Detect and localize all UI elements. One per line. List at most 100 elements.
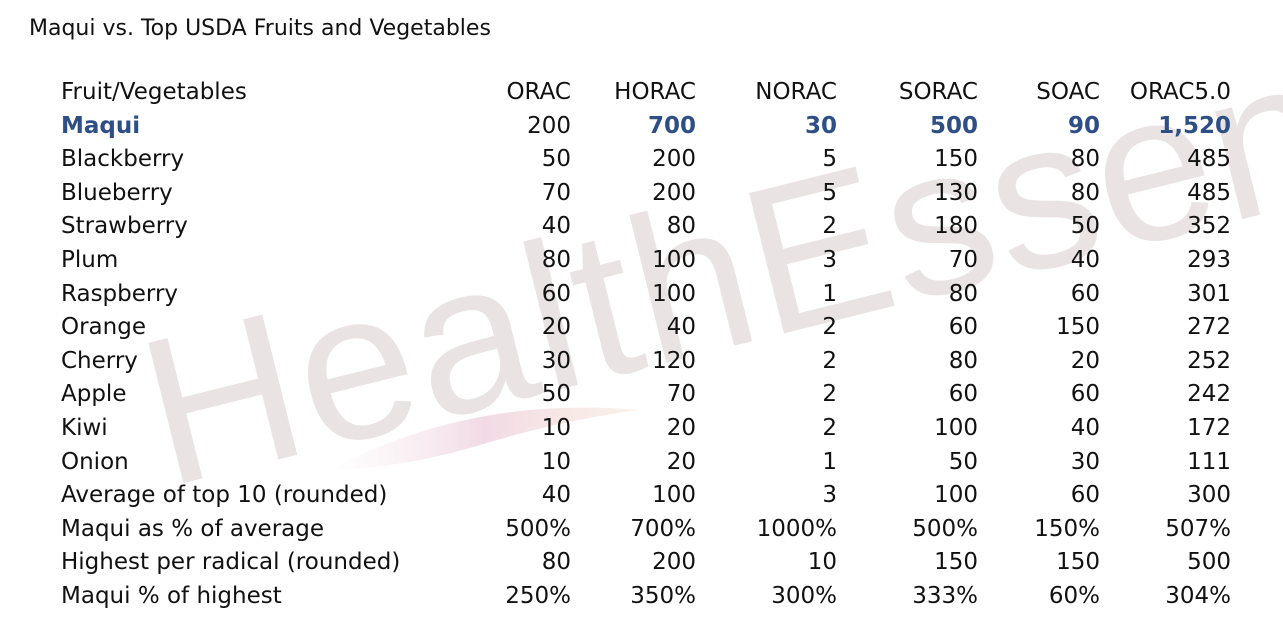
table-cell: 172 <box>1187 414 1231 441</box>
table-cell: 40 <box>1070 246 1100 273</box>
table-cell: 150 <box>934 146 978 173</box>
table-cell: 700% <box>630 515 696 542</box>
table-cell: 5 <box>822 179 837 206</box>
table-cell: 60 <box>948 314 978 341</box>
table-cell: 80 <box>948 347 978 374</box>
table-cell: 507% <box>1165 515 1231 542</box>
table-cell: 485 <box>1187 179 1231 206</box>
table-cell: 150% <box>1034 515 1100 542</box>
table-cell: 50 <box>1070 213 1100 240</box>
table-cell: 80 <box>948 280 978 307</box>
table-cell: 2 <box>822 414 837 441</box>
table-cell: 200 <box>652 179 696 206</box>
table-cell: 80 <box>666 213 696 240</box>
row-label: Cherry <box>61 347 138 374</box>
table-cell: 50 <box>541 146 571 173</box>
table-cell: 40 <box>666 314 696 341</box>
table-cell: 20 <box>1070 347 1100 374</box>
table-cell: 293 <box>1187 246 1231 273</box>
row-label: Onion <box>61 448 129 475</box>
table-cell: 60 <box>541 280 571 307</box>
table-row: Orange 20 40 2 60 150 272 <box>55 311 1231 345</box>
column-header: SOAC <box>1036 79 1100 105</box>
table-body: Fruit/Vegetables ORAC HORAC NORAC SORAC SOAC O… <box>55 76 1231 614</box>
table-cell: 60% <box>1048 582 1100 609</box>
table-cell: 485 <box>1187 146 1231 173</box>
table-cell: 100 <box>652 246 696 273</box>
table-cell: 150 <box>934 549 978 576</box>
row-label: Apple <box>61 381 127 408</box>
table-cell: 80 <box>541 549 571 576</box>
table-row: Highest per radical (rounded) 80 200 10 150 1… <box>55 546 1231 580</box>
table-header-row: Fruit/Vegetables ORAC HORAC NORAC SORAC SOAC O… <box>55 76 1231 110</box>
table-cell: 20 <box>666 414 696 441</box>
table-cell: 100 <box>934 414 978 441</box>
table-cell: 350% <box>630 582 696 609</box>
row-label: Plum <box>61 246 119 273</box>
table-row: Onion 10 20 1 50 30 111 <box>55 446 1231 480</box>
table-row: Raspberry 60 100 1 80 60 301 <box>55 278 1231 312</box>
table-cell: 5 <box>822 146 837 173</box>
table-cell: 120 <box>652 347 696 374</box>
row-label: Kiwi <box>61 414 108 441</box>
table-cell: 20 <box>541 314 571 341</box>
table-cell: 2 <box>822 314 837 341</box>
table-cell: 60 <box>1070 280 1100 307</box>
table-cell: 60 <box>1070 381 1100 408</box>
table-row: Blueberry 70 200 5 130 80 485 <box>55 177 1231 211</box>
column-header: Fruit/Vegetables <box>61 79 247 105</box>
table-cell: 30 <box>541 347 571 374</box>
table-cell: 180 <box>934 213 978 240</box>
table-cell: 352 <box>1187 213 1231 240</box>
table-cell: 40 <box>541 482 571 509</box>
column-header: SORAC <box>898 79 978 105</box>
table-cell: 301 <box>1187 280 1231 307</box>
table-row: Apple 50 70 2 60 60 242 <box>55 378 1231 412</box>
table-cell: 70 <box>541 179 571 206</box>
table-cell: 100 <box>652 482 696 509</box>
table-cell: 10 <box>541 414 571 441</box>
row-label: Maqui as % of average <box>61 515 325 542</box>
table-cell: 60 <box>948 381 978 408</box>
table-cell: 300% <box>771 582 837 609</box>
table-cell: 130 <box>934 179 978 206</box>
table-cell: 252 <box>1187 347 1231 374</box>
orac-comparison-table: Fruit/Vegetables ORAC HORAC NORAC SORAC SOAC O… <box>55 76 1231 614</box>
column-header: NORAC <box>755 79 837 105</box>
page-title: Maqui vs. Top USDA Fruits and Vegetables <box>29 16 491 41</box>
table-cell: 2 <box>822 347 837 374</box>
table-cell: 1 <box>822 280 837 307</box>
table-row: Maqui % of highest 250% 350% 300% 333% 60% 304… <box>55 580 1231 614</box>
table-cell: 304% <box>1165 582 1231 609</box>
row-label: Blackberry <box>61 146 185 173</box>
table-cell: 30 <box>1070 448 1100 475</box>
row-label: Strawberry <box>61 213 188 240</box>
table-cell: 50 <box>541 381 571 408</box>
table-cell: 10 <box>807 549 837 576</box>
table-cell: 333% <box>912 582 978 609</box>
table-cell: 250% <box>505 582 571 609</box>
table-cell: 70 <box>666 381 696 408</box>
table-row: Blackberry 50 200 5 150 80 485 <box>55 143 1231 177</box>
table-cell: 111 <box>1187 448 1231 475</box>
column-header: ORAC5.0 <box>1129 79 1231 105</box>
table-cell: 272 <box>1187 314 1231 341</box>
table-cell: 500% <box>505 515 571 542</box>
row-label: Raspberry <box>61 280 179 307</box>
table-cell: 3 <box>822 246 837 273</box>
table-cell: 80 <box>1070 146 1100 173</box>
table-cell: 700 <box>647 112 696 139</box>
table-cell: 90 <box>1067 112 1100 139</box>
table-cell: 1000% <box>756 515 837 542</box>
table-cell: 100 <box>934 482 978 509</box>
row-label: Maqui % of highest <box>61 582 282 609</box>
table-cell: 2 <box>822 213 837 240</box>
table-row: Maqui 200 700 30 500 90 1,520 <box>55 110 1231 144</box>
column-header: ORAC <box>506 79 571 105</box>
table-row: Plum 80 100 3 70 40 293 <box>55 244 1231 278</box>
row-label: Orange <box>61 314 146 341</box>
table-cell: 2 <box>822 381 837 408</box>
table-cell: 500 <box>1187 549 1231 576</box>
row-label: Average of top 10 (rounded) <box>61 482 388 509</box>
